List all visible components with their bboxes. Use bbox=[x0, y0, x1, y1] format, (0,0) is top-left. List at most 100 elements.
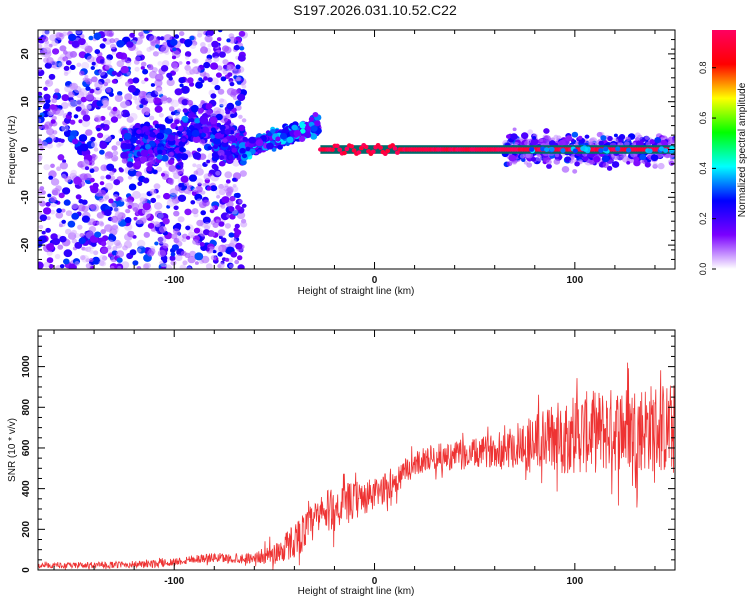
spectrogram-cell bbox=[218, 183, 225, 190]
spectrogram-cell bbox=[308, 116, 314, 122]
spectrogram-cell bbox=[106, 54, 114, 61]
spectrogram-cell bbox=[598, 148, 604, 153]
spectrogram-cell bbox=[43, 86, 48, 91]
spectrogram-cell bbox=[119, 111, 124, 115]
spectrogram-cell bbox=[342, 150, 347, 156]
spectrogram-cell bbox=[145, 111, 150, 116]
spectrogram-cell bbox=[527, 129, 534, 135]
spectrogram-cell bbox=[241, 118, 247, 123]
spectrogram-cell bbox=[210, 127, 216, 132]
spectrogram-cell bbox=[155, 85, 163, 92]
spectrogram-cell bbox=[116, 257, 123, 263]
spectrogram-cell bbox=[127, 85, 137, 93]
spectrogram-cell bbox=[73, 85, 82, 94]
spectrogram-cell bbox=[140, 66, 145, 70]
spectrogram-cell bbox=[102, 37, 107, 42]
spectrogram-cell bbox=[101, 98, 110, 105]
spectrogram-cell bbox=[170, 252, 176, 257]
spectrogram-cell bbox=[205, 263, 213, 269]
spectrogram-cell bbox=[136, 248, 142, 253]
spectrogram-cell bbox=[194, 117, 201, 124]
spectrogram-cell bbox=[163, 34, 173, 42]
spectrogram-cell bbox=[200, 210, 206, 216]
spectrogram-cell bbox=[239, 46, 245, 51]
spectrogram-cell bbox=[613, 133, 618, 138]
spectrogram-cell bbox=[189, 250, 197, 257]
spectrogram-cell bbox=[235, 242, 243, 250]
spectrogram-cell bbox=[104, 195, 110, 200]
spectrogram-cell bbox=[115, 250, 125, 258]
spectrogram-cell bbox=[395, 150, 400, 155]
spectrogram-cell bbox=[506, 161, 513, 167]
spectrogram-cell bbox=[111, 51, 116, 55]
spectrogram-cell bbox=[160, 265, 166, 269]
spectrogram-cell bbox=[235, 204, 241, 211]
spectrogram-cell bbox=[237, 264, 245, 269]
line-frame bbox=[37, 329, 676, 571]
spectrogram-cell bbox=[110, 265, 115, 269]
spectrogram-cell bbox=[238, 142, 247, 150]
spectrogram-cell bbox=[150, 90, 159, 98]
spectrogram-cell bbox=[85, 263, 92, 269]
spectrogram-cell bbox=[116, 60, 125, 68]
spectrogram-cell bbox=[206, 109, 213, 115]
spectrogram-cell bbox=[115, 242, 123, 249]
spectrogram-cell bbox=[199, 139, 206, 145]
spectrogram-cell bbox=[200, 46, 208, 54]
spectrogram-cell bbox=[41, 230, 46, 235]
spectrogram-cell bbox=[554, 153, 560, 158]
spectrogram-cell bbox=[204, 225, 211, 231]
spectrogram-cell bbox=[63, 65, 70, 71]
spectrogram-cell bbox=[62, 31, 68, 37]
spectrogram-cell bbox=[228, 206, 235, 212]
spectrogram-cell bbox=[184, 39, 193, 47]
spectrogram-cell bbox=[161, 154, 169, 162]
spectrogram-cell bbox=[99, 141, 108, 149]
snr-x-tick-label: -100 bbox=[164, 576, 184, 587]
spectrogram-cell bbox=[59, 235, 67, 243]
spectrogram-cell bbox=[521, 157, 526, 162]
spectrogram-cell bbox=[229, 195, 236, 202]
spectrogram-cell bbox=[85, 104, 92, 111]
spectrogram-cell bbox=[38, 106, 41, 111]
spectrogram-cell bbox=[93, 87, 102, 95]
spectrogram-cell bbox=[45, 227, 51, 233]
spectrogram-cell bbox=[148, 115, 155, 121]
spectrogram-cell bbox=[215, 113, 223, 121]
spectrogram-cell bbox=[124, 208, 130, 213]
spectrogram-cell bbox=[546, 163, 552, 169]
spectrogram-cell bbox=[217, 251, 223, 257]
spectrogram-cell bbox=[85, 129, 93, 136]
spectrogram-cell bbox=[168, 151, 174, 158]
spectrogram-cell bbox=[146, 250, 155, 257]
spectrogram-cell bbox=[219, 124, 226, 131]
spectrogram-cell bbox=[94, 81, 103, 89]
spectrogram-cell bbox=[179, 146, 186, 153]
spectrogram-cell bbox=[68, 263, 77, 269]
spectrogram-cell bbox=[43, 102, 51, 109]
spectrogram-cell bbox=[239, 170, 247, 177]
spectrogram-cell bbox=[42, 124, 49, 130]
spectrogram-cell bbox=[83, 247, 89, 252]
spectrogram-cell bbox=[46, 257, 54, 264]
spectrogram-cell bbox=[113, 206, 120, 213]
spectrogram-cell bbox=[203, 222, 211, 229]
spectrogram-cell bbox=[170, 233, 178, 240]
spectrogram-cell bbox=[237, 93, 246, 102]
spectrogram-cell bbox=[170, 38, 178, 46]
spectrogram-cell bbox=[38, 196, 45, 203]
spectrogram-cell bbox=[220, 212, 230, 221]
spectrogram-cell bbox=[46, 57, 54, 64]
spectrogram-cell bbox=[78, 237, 86, 245]
spectrogram-cell bbox=[197, 30, 204, 36]
spectrogram-cell bbox=[111, 70, 117, 76]
spectrogram-cell bbox=[145, 144, 151, 150]
spectrogram-cell bbox=[628, 153, 634, 159]
spectrogram-cell bbox=[60, 138, 65, 143]
spectrogram-cell bbox=[313, 120, 321, 127]
spectrogram-cell bbox=[203, 229, 210, 236]
spectrogram-cell bbox=[67, 111, 72, 116]
spectrogram-cell bbox=[75, 30, 83, 35]
spectrogram-cell bbox=[147, 222, 155, 229]
spectrogram-cell bbox=[218, 230, 226, 237]
